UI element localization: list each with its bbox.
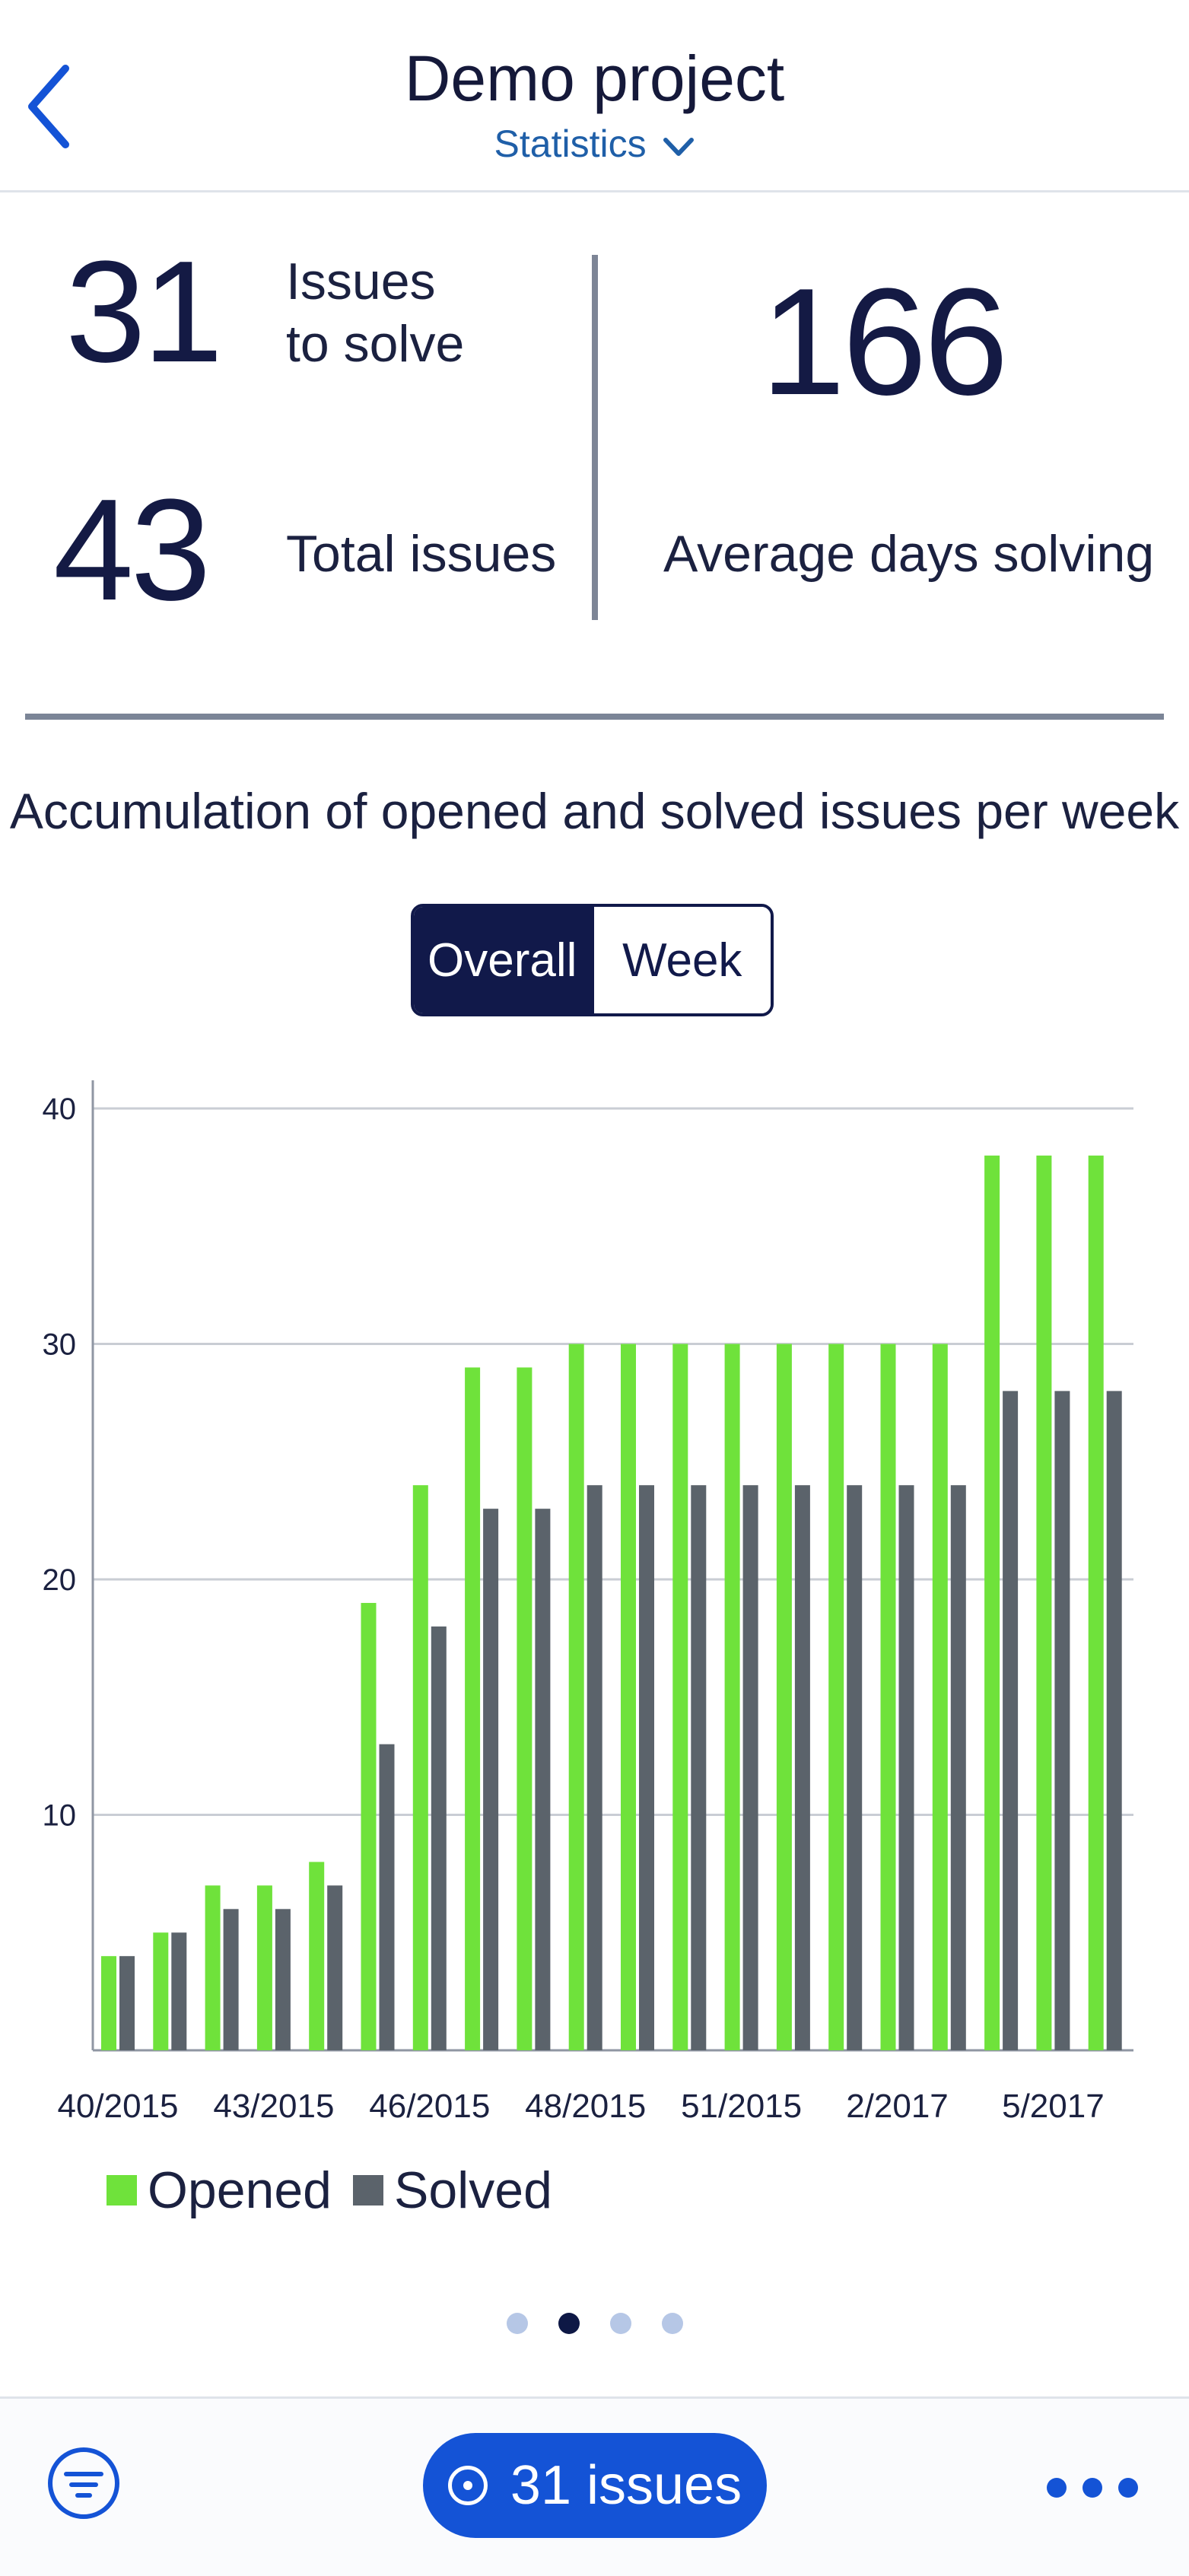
solved-bar bbox=[742, 1485, 758, 2050]
filter-button[interactable] bbox=[46, 2445, 122, 2521]
opened-bar bbox=[984, 1155, 1000, 2050]
y-tick-label: 40 bbox=[43, 1092, 77, 1126]
solved-bar bbox=[847, 1485, 863, 2050]
issues-button-label: 31 issues bbox=[510, 2455, 742, 2516]
y-tick-label: 10 bbox=[43, 1799, 77, 1833]
opened-bar bbox=[776, 1344, 792, 2050]
week-tab[interactable]: Week bbox=[590, 907, 771, 1013]
x-tick-label: 40/2015 bbox=[57, 2088, 178, 2125]
solved-bar bbox=[639, 1485, 654, 2050]
page-dot-active[interactable] bbox=[558, 2313, 580, 2334]
opened-bar bbox=[205, 1885, 221, 2050]
opened-bar bbox=[101, 1956, 116, 2050]
issues-to-solve-label-line2: to solve bbox=[286, 314, 465, 373]
page-title: Demo project bbox=[404, 43, 785, 114]
total-issues-label: Total issues bbox=[286, 525, 557, 583]
opened-swatch bbox=[107, 2175, 137, 2206]
solved-bar bbox=[379, 1744, 395, 2050]
legend-opened-label: Opened bbox=[148, 2161, 332, 2219]
total-issues-value: 43 bbox=[53, 469, 211, 631]
opened-bar bbox=[465, 1367, 481, 2050]
issues-to-solve-label: Issues to solve bbox=[286, 251, 464, 375]
opened-bar bbox=[412, 1485, 428, 2050]
statistics-dropdown[interactable]: Statistics bbox=[0, 122, 1189, 166]
navigation-header: Demo project Statistics bbox=[0, 0, 1189, 192]
issues-to-solve-value: 31 bbox=[65, 231, 223, 393]
overall-tab[interactable]: Overall bbox=[414, 907, 591, 1013]
chevron-down-icon bbox=[663, 137, 695, 156]
solved-bar bbox=[535, 1509, 551, 2050]
issues-button[interactable]: 31 issues bbox=[423, 2433, 767, 2538]
opened-bar bbox=[153, 1932, 169, 2050]
solved-bar bbox=[223, 1909, 239, 2050]
x-tick-label: 46/2015 bbox=[369, 2088, 490, 2125]
chart-legend: Opened Solved bbox=[107, 2161, 574, 2220]
solved-bar bbox=[327, 1885, 343, 2050]
solved-bar bbox=[587, 1485, 602, 2050]
opened-bar bbox=[1036, 1155, 1052, 2050]
average-days-label: Average days solving bbox=[663, 525, 1155, 583]
solved-bar bbox=[1003, 1391, 1019, 2050]
section-divider bbox=[25, 714, 1164, 720]
more-dot-icon bbox=[1082, 2478, 1102, 2498]
page-dot[interactable] bbox=[661, 2313, 683, 2334]
solved-bar bbox=[950, 1485, 966, 2050]
x-tick-label: 51/2015 bbox=[681, 2088, 802, 2125]
average-days-value: 166 bbox=[761, 257, 1009, 427]
opened-bar bbox=[256, 1885, 272, 2050]
page-indicator bbox=[0, 2313, 1189, 2334]
solved-bar bbox=[794, 1485, 810, 2050]
legend-solved-label: Solved bbox=[393, 2161, 552, 2219]
y-tick-label: 20 bbox=[43, 1563, 77, 1597]
solved-bar bbox=[691, 1485, 707, 2050]
x-tick-label: 2/2017 bbox=[846, 2088, 949, 2125]
opened-bar bbox=[568, 1344, 584, 2050]
more-button[interactable] bbox=[1047, 2465, 1138, 2511]
solved-bar bbox=[898, 1485, 914, 2050]
more-dot-icon bbox=[1047, 2478, 1067, 2498]
solved-swatch bbox=[352, 2175, 383, 2206]
opened-bar bbox=[828, 1344, 844, 2050]
solved-bar bbox=[1106, 1391, 1122, 2050]
solved-bar bbox=[275, 1909, 291, 2050]
more-dot-icon bbox=[1118, 2478, 1138, 2498]
page-dot[interactable] bbox=[506, 2313, 528, 2334]
issue-status-icon bbox=[447, 2466, 488, 2505]
opened-bar bbox=[932, 1344, 948, 2050]
opened-bar bbox=[621, 1344, 636, 2050]
back-button[interactable] bbox=[21, 61, 75, 152]
x-tick-label: 5/2017 bbox=[1002, 2088, 1105, 2125]
chart-title: Accumulation of opened and solved issues… bbox=[9, 783, 1180, 839]
opened-bar bbox=[724, 1344, 740, 2050]
opened-bar bbox=[1088, 1155, 1104, 2050]
legend-opened: Opened bbox=[107, 2161, 332, 2220]
legend-solved: Solved bbox=[352, 2161, 552, 2220]
filter-icon bbox=[48, 2447, 119, 2519]
x-tick-label: 48/2015 bbox=[525, 2088, 646, 2125]
opened-bar bbox=[672, 1344, 688, 2050]
page-dot[interactable] bbox=[609, 2313, 631, 2334]
statistics-label: Statistics bbox=[494, 122, 647, 165]
opened-bar bbox=[880, 1344, 896, 2050]
opened-bar bbox=[361, 1602, 377, 2050]
range-toggle: Overall Week bbox=[411, 904, 774, 1016]
chevron-left-icon bbox=[28, 65, 69, 148]
solved-bar bbox=[431, 1626, 447, 2050]
solved-bar bbox=[1054, 1391, 1070, 2050]
stats-divider bbox=[592, 255, 598, 620]
x-tick-label: 43/2015 bbox=[213, 2088, 334, 2125]
opened-bar bbox=[309, 1862, 325, 2050]
solved-bar bbox=[171, 1932, 187, 2050]
solved-bar bbox=[483, 1509, 499, 2050]
issues-to-solve-label-line1: Issues bbox=[286, 253, 436, 310]
issues-bar-chart: 10 20 30 40 40/2015 43/2015 46/2015 48/2015 51/2… bbox=[43, 1080, 1133, 2125]
opened-bar bbox=[517, 1367, 533, 2050]
solved-bar bbox=[119, 1956, 135, 2050]
y-tick-label: 30 bbox=[43, 1328, 77, 1362]
